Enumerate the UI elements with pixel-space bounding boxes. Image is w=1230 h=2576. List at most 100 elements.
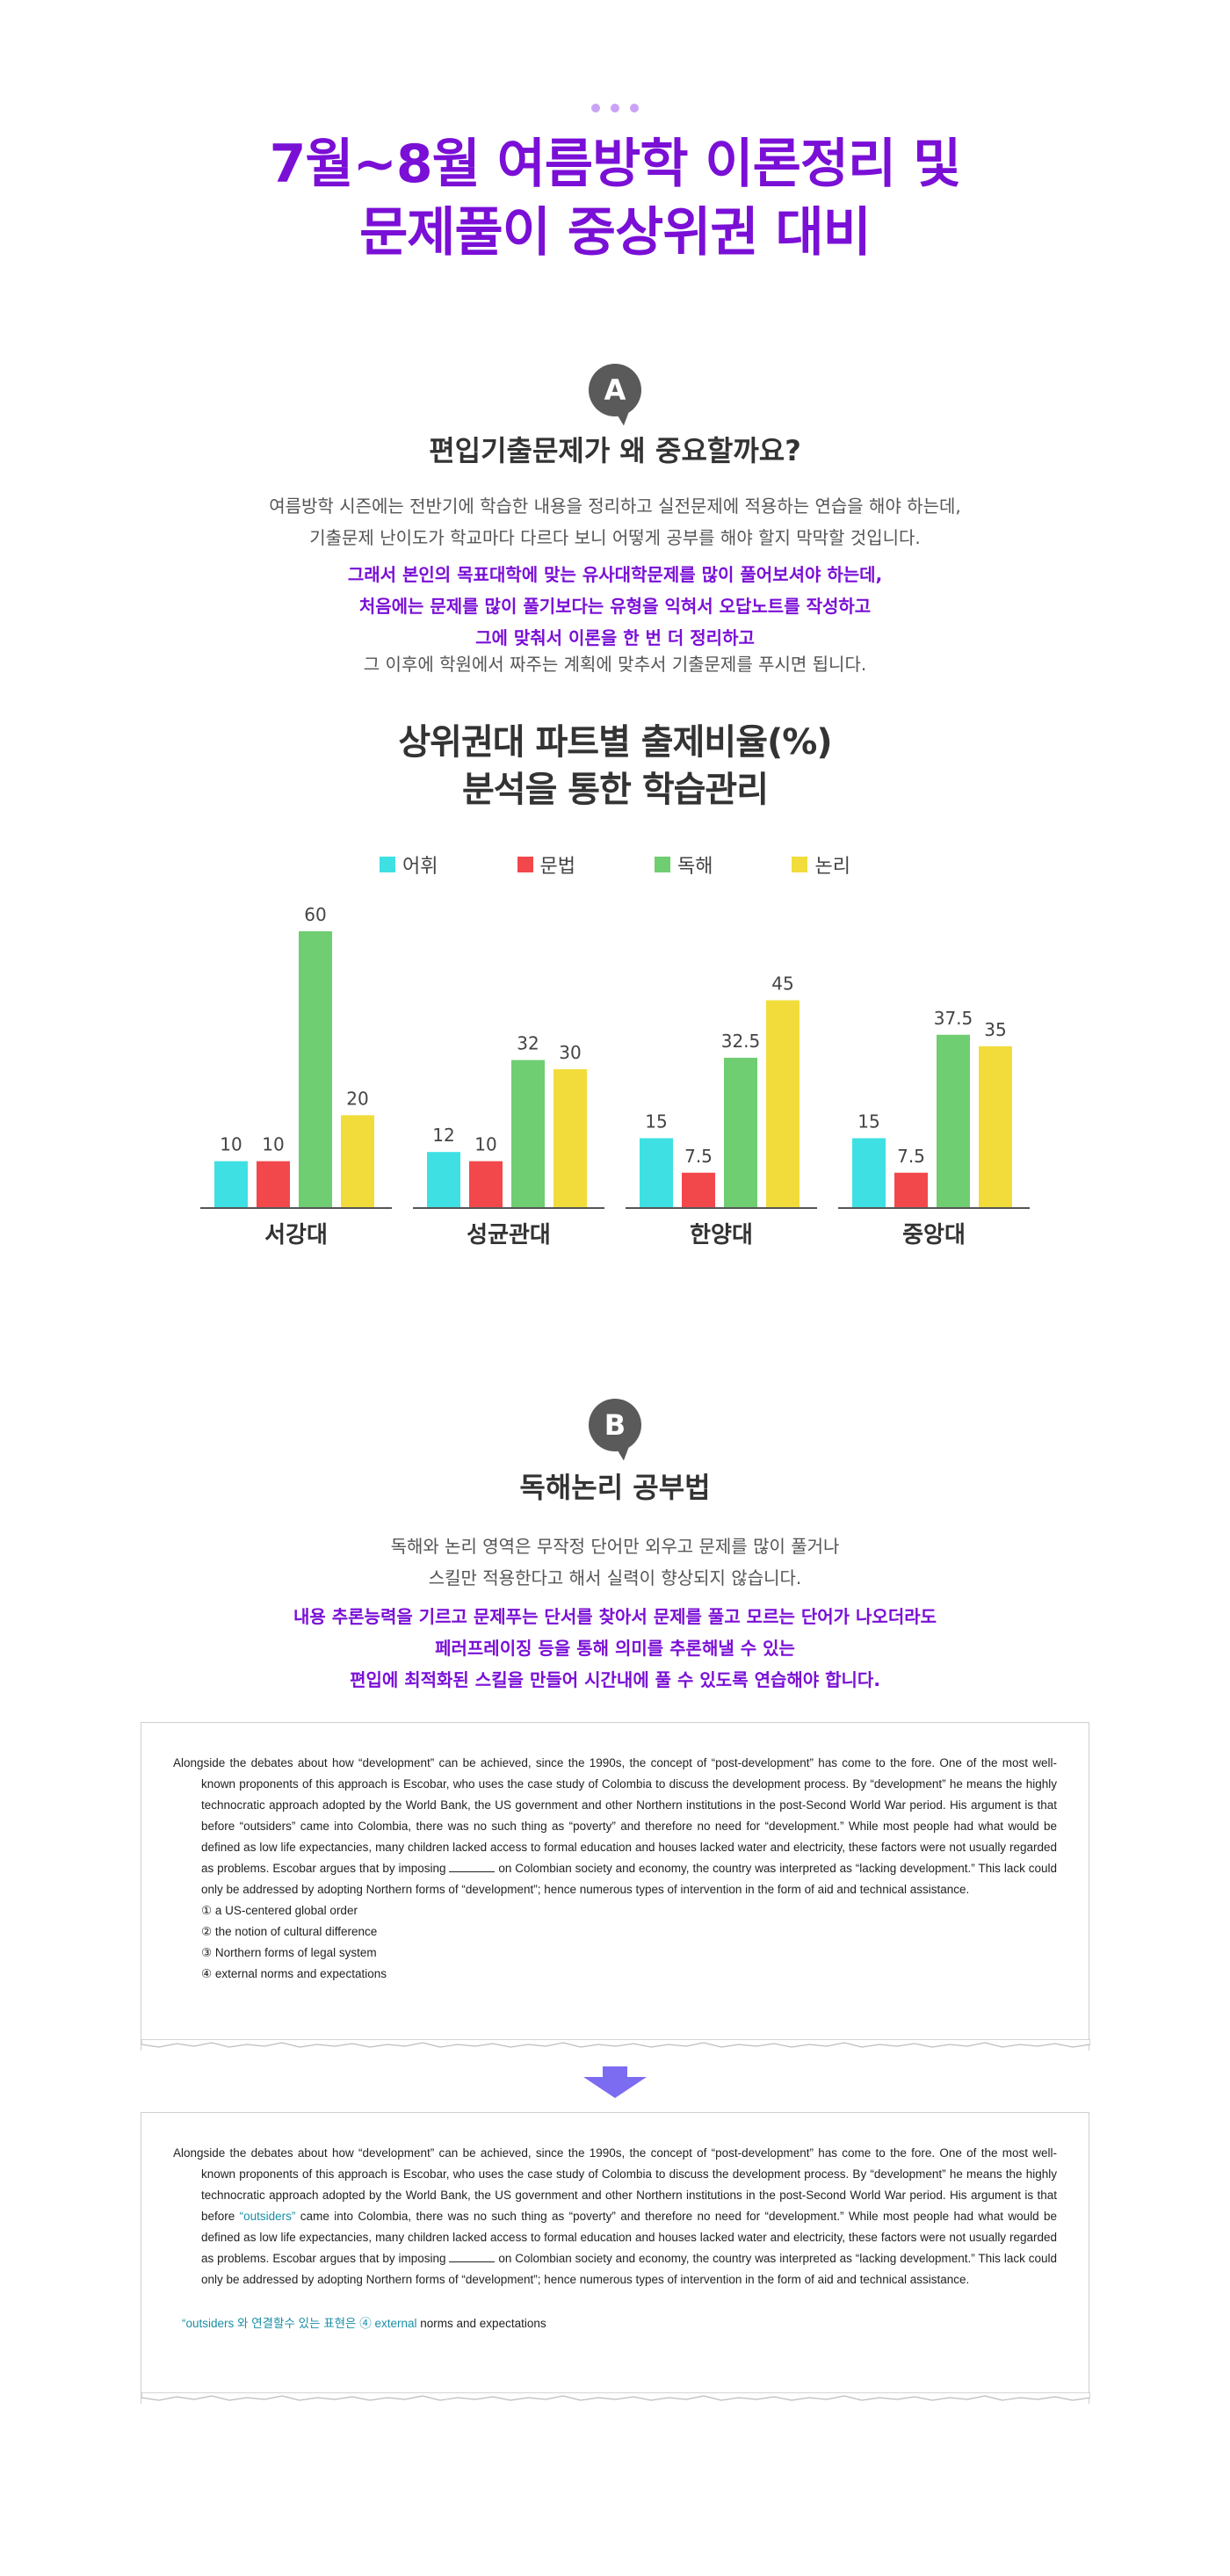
section-a-highlight-line2: 처음에는 문제를 많이 풀기보다는 유형을 익혀서 오답노트를 작성하고 (358, 596, 872, 617)
section-a-outro: 그 이후에 학원에서 짜주는 계획에 맞추서 기출문제를 푸시면 됩니다. (363, 654, 867, 675)
section-a-highlight-line3: 그에 맞춰서 이론을 한 번 더 정리하고 (475, 627, 755, 648)
bar-value-label-0-2: 60 (304, 904, 326, 925)
option-2: ② the notion of cultural difference (201, 1925, 378, 1938)
answer-hint: “outsiders 와 연결할수 있는 표현은 ④ external norm… (173, 2313, 1057, 2334)
section-a-badge: A (589, 364, 641, 416)
bar-0-2 (299, 931, 332, 1207)
legend-swatch-grammar (517, 857, 533, 872)
section-a-highlight: 그래서 본인의 목표대학에 맞는 유사대학문제를 많이 풀어보셔야 하는데, 처… (0, 559, 1230, 654)
legend-label-logic: 논리 (814, 856, 850, 878)
answer-passage: Alongside the debates about how “develop… (141, 2112, 1090, 2404)
torn-edge (141, 2039, 1090, 2048)
bar-1-1 (469, 1161, 503, 1207)
legend-label-grammar: 문법 (539, 856, 575, 878)
bar-2-1 (682, 1172, 715, 1207)
bar-value-label-1-3: 30 (559, 1042, 581, 1063)
section-b-intro: 독해와 논리 영역은 무작정 단어만 외우고 문제를 많이 풀거나 스킬만 적용… (0, 1530, 1230, 1594)
answer-hint-external: external (374, 2317, 417, 2330)
answer-passage-part3: on Colombian society and economy, the co… (201, 2252, 1058, 2286)
answer-blank (449, 1862, 496, 1872)
bar-value-label-0-3: 20 (346, 1088, 368, 1109)
section-b-intro-line1: 독해와 논리 영역은 무작정 단어만 외우고 문제를 많이 풀거나 (390, 1536, 840, 1557)
legend-item-grammar: 문법 (517, 850, 575, 879)
bar-chart: 10 10 60 20 서강대 12 10 32 30 성균관대 15 7.5 32.5 45 한양대 15 7… (200, 904, 1030, 1248)
bar-value-label-0-0: 10 (220, 1134, 242, 1155)
chart-legend: 어휘 문법 독해 논리 (0, 850, 1230, 879)
section-a-intro-line2: 기출문제 난이도가 학교마다 다르다 보니 어떻게 공부를 해야 할지 막막할 … (309, 527, 921, 548)
bar-0-3 (341, 1115, 374, 1207)
passage-part3: on Colombian society and economy, the co… (201, 1862, 1058, 1896)
bar-0-1 (257, 1161, 290, 1207)
category-label-0: 서강대 (264, 1222, 328, 1248)
bar-0-0 (214, 1161, 248, 1207)
bar-3-0 (852, 1138, 886, 1207)
passage-part1: Alongside the debates about how “develop… (173, 1756, 1057, 1833)
passage-part2: came into Colombia, there was no such th… (201, 1820, 1057, 1875)
answer-passage-part2: came into Colombia, there was no such th… (201, 2210, 1057, 2265)
answer-hint-prefix: “outsiders 와 연결할수 있는 표현은 ④ (182, 2317, 375, 2330)
question-passage: Alongside the debates about how “develop… (141, 1722, 1090, 2051)
down-arrow-icon (583, 2066, 647, 2098)
option-1: ① a US-centered global order (201, 1904, 358, 1917)
legend-label-vocab: 어휘 (402, 856, 438, 878)
section-b-title: 독해논리 공부법 (519, 1471, 711, 1504)
passage-text: Alongside the debates about how “develop… (173, 1753, 1057, 1900)
bar-1-3 (554, 1069, 587, 1207)
page-title-line1: 7월~8월 여름방학 이론정리 및 (269, 134, 962, 195)
answer-passage-text: Alongside the debates about how “develop… (173, 2143, 1057, 2290)
decorative-dots (0, 104, 1230, 112)
section-b-badge: B (589, 1399, 641, 1451)
legend-swatch-logic (792, 857, 808, 872)
bar-3-2 (937, 1034, 970, 1207)
bar-value-label-2-1: 7.5 (684, 1146, 713, 1167)
torn-edge-2 (141, 2392, 1090, 2401)
bar-1-0 (427, 1152, 460, 1207)
section-b-highlight-line3: 편입에 최적화된 스킬을 만들어 시간내에 풀 수 있도록 연습해야 합니다. (350, 1669, 880, 1690)
chart-title-line1: 상위권대 파트별 출제비율(%) (398, 722, 832, 763)
bar-2-0 (640, 1138, 673, 1207)
option-4: ④ external norms and expectations (201, 1967, 387, 1980)
option-3: ③ Northern forms of legal system (201, 1946, 377, 1959)
section-a-title: 편입기출문제가 왜 중요할까요? (429, 434, 801, 467)
legend-swatch-reading (655, 857, 670, 872)
bar-value-label-3-2: 37.5 (934, 1008, 973, 1029)
bar-value-label-3-1: 7.5 (897, 1146, 925, 1167)
section-a-intro: 여름방학 시즌에는 전반기에 학습한 내용을 정리하고 실전문제에 적용하는 연… (0, 490, 1230, 554)
bar-3-1 (894, 1172, 928, 1207)
legend-label-reading: 독해 (677, 856, 713, 878)
legend-item-vocab: 어휘 (380, 850, 438, 879)
bar-value-label-3-3: 35 (984, 1019, 1006, 1040)
bar-value-label-0-1: 10 (262, 1134, 284, 1155)
section-b-highlight-line1: 내용 추론능력을 기르고 문제푸는 단서를 찾아서 문제를 풀고 모르는 단어가… (293, 1606, 937, 1627)
section-b-highlight-line2: 페러프레이징 등을 통해 의미를 추론해낼 수 있는 (435, 1638, 795, 1659)
section-b-highlight: 내용 추론능력을 기르고 문제푸는 단서를 찾아서 문제를 풀고 모르는 단어가… (0, 1601, 1230, 1696)
bar-2-3 (766, 1000, 800, 1207)
legend-swatch-vocab (380, 857, 396, 872)
page-title-line2: 문제풀이 중상위권 대비 (359, 202, 872, 264)
bar-value-label-1-0: 12 (432, 1125, 454, 1146)
answer-passage-blank (449, 2252, 496, 2262)
page-title: 7월~8월 여름방학 이론정리 및 문제풀이 중상위권 대비 (0, 130, 1230, 267)
section-a-intro-line1: 여름방학 시즌에는 전반기에 학습한 내용을 정리하고 실전문제에 적용하는 연… (269, 496, 961, 517)
category-label-1: 성균관대 (467, 1222, 551, 1248)
bar-1-2 (511, 1060, 545, 1207)
legend-item-reading: 독해 (655, 850, 713, 879)
bar-value-label-3-0: 15 (857, 1111, 879, 1132)
bar-value-label-2-3: 45 (771, 973, 793, 995)
bar-value-label-1-2: 32 (517, 1033, 539, 1054)
answer-passage-outsiders-highlight: “outsiders” (239, 2210, 296, 2223)
answer-passage-part1: Alongside the debates about how “develop… (173, 2146, 1057, 2223)
chart-title-line2: 분석을 통한 학습관리 (461, 770, 769, 810)
section-a-highlight-line1: 그래서 본인의 목표대학에 맞는 유사대학문제를 많이 풀어보셔야 하는데, (347, 564, 883, 585)
section-b-intro-line2: 스킬만 적용한다고 해서 실력이 향상되지 않습니다. (428, 1567, 802, 1588)
bar-3-3 (979, 1046, 1012, 1207)
bar-2-2 (724, 1057, 757, 1207)
passage-outsiders: “outsiders” (239, 1820, 296, 1833)
legend-item-logic: 논리 (792, 850, 850, 879)
bar-value-label-2-0: 15 (645, 1111, 667, 1132)
chart-title: 상위권대 파트별 출제비율(%) 분석을 통한 학습관리 (0, 719, 1230, 814)
bar-value-label-1-1: 10 (474, 1134, 496, 1155)
bar-value-label-2-2: 32.5 (721, 1031, 761, 1052)
category-label-2: 한양대 (690, 1222, 753, 1248)
answer-hint-suffix: norms and expectations (416, 2317, 546, 2330)
